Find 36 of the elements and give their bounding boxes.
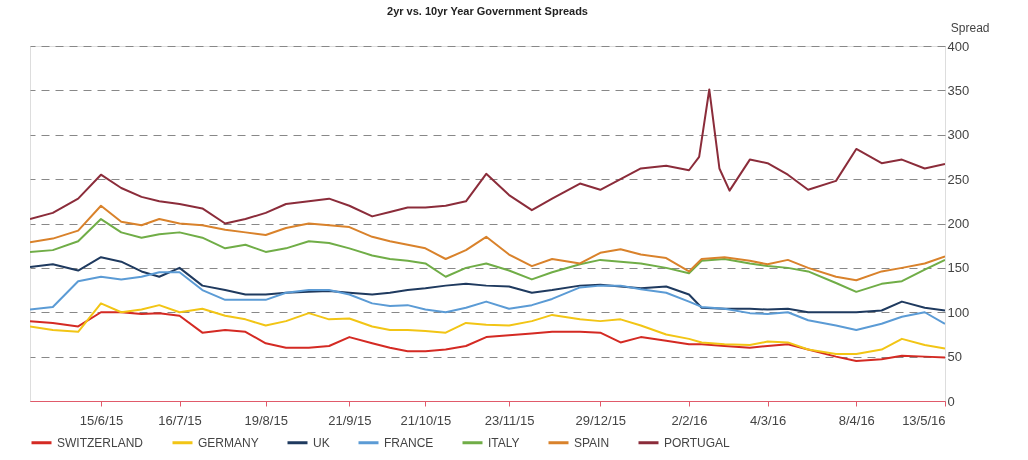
y-tick-label: 300 — [947, 127, 970, 143]
line-series — [30, 218, 945, 293]
x-tick-label: 19/8/15 — [244, 412, 288, 428]
legend-label: FRANCE — [384, 435, 434, 450]
legend-label: GERMANY — [198, 435, 259, 450]
legend-label: SPAIN — [574, 435, 610, 450]
y-tick-label: 150 — [947, 260, 970, 276]
y-tick-label: 0 — [947, 393, 955, 409]
y-tick-label: 350 — [947, 82, 970, 98]
y-tick-label: 200 — [947, 216, 970, 231]
x-tick-label: 15/6/15 — [79, 412, 124, 428]
legend-label: ITALY — [488, 435, 520, 450]
y-tick-label: 400 — [947, 38, 970, 54]
x-tick-label: 21/9/15 — [328, 412, 372, 428]
x-tick-label: 21/10/15 — [400, 412, 452, 428]
line-series — [30, 256, 945, 314]
y-tick-label: 100 — [947, 304, 970, 320]
y-tick-label: 250 — [947, 171, 970, 187]
line-series — [30, 302, 945, 355]
x-tick-label: 13/5/16 — [902, 412, 946, 428]
y-tick-label: 50 — [947, 349, 962, 365]
legend-label: SWITZERLAND — [57, 435, 144, 450]
x-tick-label: 8/4/16 — [838, 412, 875, 428]
x-tick-label: 2/2/16 — [671, 412, 708, 428]
legend-label: PORTUGAL — [664, 435, 731, 450]
x-tick-label: 16/7/15 — [158, 412, 202, 428]
line-series — [30, 271, 945, 331]
x-tick-label: 23/11/15 — [484, 412, 535, 428]
line-series — [30, 88, 945, 225]
y-axis-title: Spread — [950, 20, 990, 35]
legend-label: UK — [313, 435, 330, 450]
x-tick-label: 4/3/16 — [750, 412, 787, 428]
line-series — [30, 311, 945, 363]
line-series — [30, 204, 945, 282]
x-tick-label: 29/12/15 — [575, 412, 627, 428]
chart-title: 2yr vs. 10yr Year Government Spreads — [387, 5, 588, 17]
